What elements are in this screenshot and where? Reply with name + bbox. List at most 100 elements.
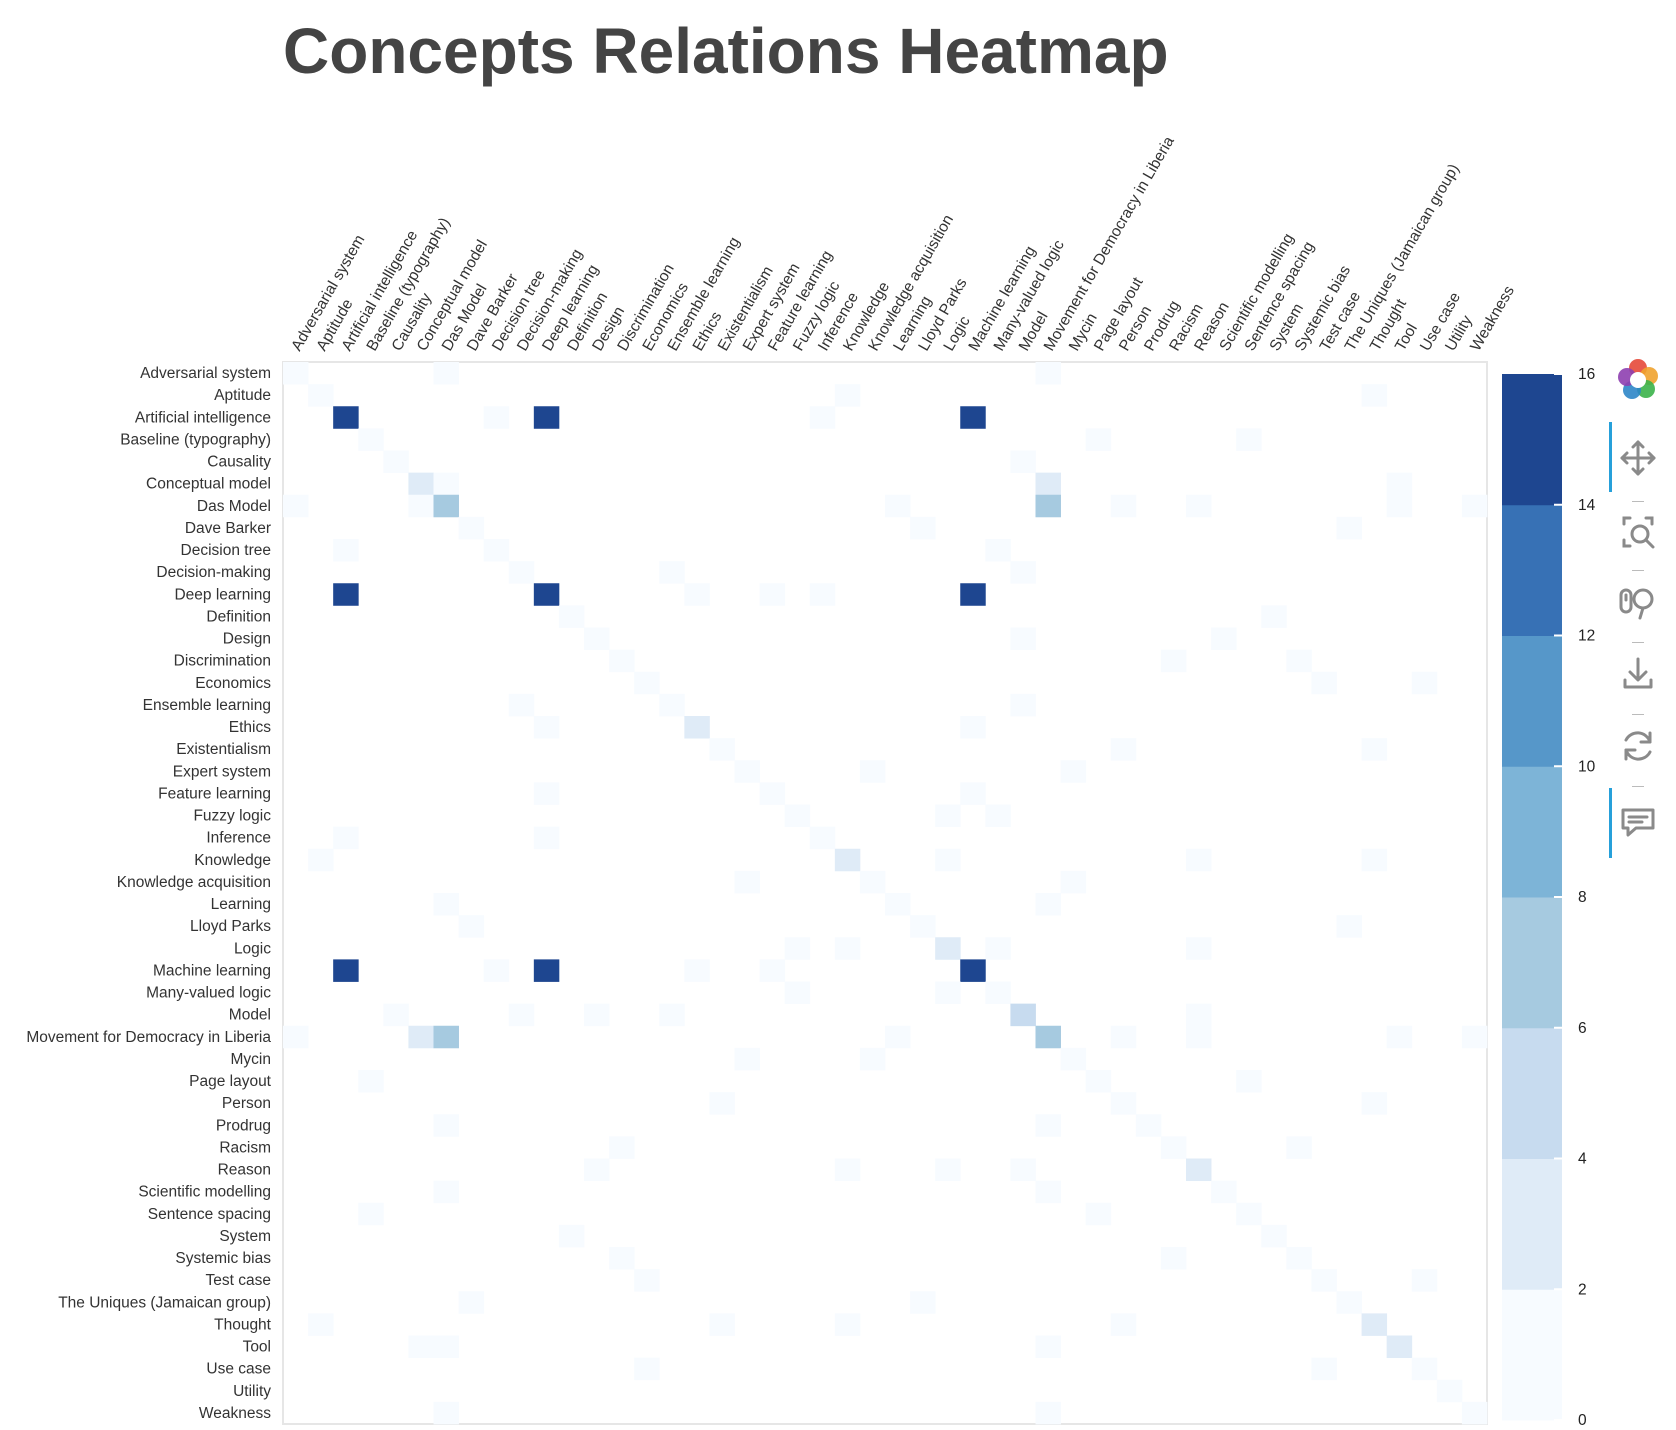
heatmap-cell[interactable] xyxy=(634,671,660,695)
heatmap-cell[interactable] xyxy=(935,937,961,960)
heatmap-cell[interactable] xyxy=(1160,1136,1187,1159)
heatmap-cell[interactable] xyxy=(935,804,961,828)
heatmap-cell[interactable] xyxy=(734,870,760,894)
heatmap-cell[interactable] xyxy=(1361,848,1388,872)
heatmap-cell[interactable] xyxy=(383,1003,409,1027)
heatmap-cell[interactable] xyxy=(1211,627,1237,651)
heatmap-cell[interactable] xyxy=(1010,450,1036,474)
heatmap-cell[interactable] xyxy=(1135,1114,1162,1137)
heatmap-cell[interactable] xyxy=(1035,893,1061,916)
heatmap-cell[interactable] xyxy=(935,981,961,1005)
heatmap-cell[interactable] xyxy=(408,494,434,518)
heatmap-cell[interactable] xyxy=(483,539,510,562)
heatmap-cell[interactable] xyxy=(659,693,685,717)
heatmap-cell[interactable] xyxy=(1110,1313,1137,1336)
reset-icon[interactable] xyxy=(1610,718,1666,774)
heatmap-cell[interactable] xyxy=(609,649,635,673)
heatmap-cell[interactable] xyxy=(734,760,760,783)
heatmap-cell[interactable] xyxy=(1035,1401,1061,1425)
heatmap-cell[interactable] xyxy=(1035,1025,1061,1049)
heatmap-cell[interactable] xyxy=(1336,516,1362,540)
heatmap-cell[interactable] xyxy=(1411,671,1438,695)
heatmap-cell[interactable] xyxy=(308,1313,334,1336)
heatmap-cell[interactable] xyxy=(333,406,359,429)
heatmap-cell[interactable] xyxy=(784,981,811,1005)
heatmap-cell[interactable] xyxy=(1110,1092,1137,1115)
heatmap-cell[interactable] xyxy=(759,583,786,606)
heatmap-cell[interactable] xyxy=(684,583,710,606)
heatmap-cell[interactable] xyxy=(684,716,710,739)
heatmap-cell[interactable] xyxy=(1286,1247,1312,1270)
heatmap-cell[interactable] xyxy=(1010,693,1036,717)
heatmap-cell[interactable] xyxy=(1010,1003,1036,1027)
heatmap-cell[interactable] xyxy=(960,406,986,429)
heatmap-cell[interactable] xyxy=(609,1247,635,1270)
heatmap-cell[interactable] xyxy=(859,760,886,783)
heatmap-cell[interactable] xyxy=(734,1047,760,1071)
heatmap-cell[interactable] xyxy=(659,1003,685,1027)
heatmap-cell[interactable] xyxy=(935,848,961,872)
heatmap-cell[interactable] xyxy=(1411,1357,1438,1381)
heatmap-cell[interactable] xyxy=(1236,1070,1262,1093)
heatmap-cell[interactable] xyxy=(533,782,560,805)
heatmap-cell[interactable] xyxy=(1035,494,1061,518)
heatmap-cell[interactable] xyxy=(784,804,811,828)
heatmap-cell[interactable] xyxy=(283,362,309,385)
heatmap-cell[interactable] xyxy=(333,826,359,850)
heatmap-cell[interactable] xyxy=(1186,848,1212,872)
heatmap-cell[interactable] xyxy=(759,782,786,805)
heatmap-cell[interactable] xyxy=(784,937,811,960)
heatmap-cell[interactable] xyxy=(558,605,585,628)
save-icon[interactable] xyxy=(1610,646,1666,702)
heatmap-cell[interactable] xyxy=(333,583,359,606)
heatmap-cell[interactable] xyxy=(408,1025,434,1049)
heatmap-cell[interactable] xyxy=(308,384,334,407)
heatmap-cell[interactable] xyxy=(1110,1025,1137,1049)
heatmap-cell[interactable] xyxy=(1236,428,1262,451)
heatmap-cell[interactable] xyxy=(1461,1025,1488,1049)
heatmap-cell[interactable] xyxy=(960,716,986,739)
heatmap-cell[interactable] xyxy=(458,1291,485,1314)
heatmap-cell[interactable] xyxy=(508,561,535,584)
heatmap-cell[interactable] xyxy=(1010,627,1036,651)
heatmap-cell[interactable] xyxy=(1461,1401,1488,1425)
heatmap-cell[interactable] xyxy=(759,959,786,982)
heatmap-cell[interactable] xyxy=(985,937,1011,960)
heatmap-cell[interactable] xyxy=(985,981,1011,1005)
heatmap-cell[interactable] xyxy=(1186,1003,1212,1027)
heatmap-cell[interactable] xyxy=(960,782,986,805)
heatmap-cell[interactable] xyxy=(333,959,359,982)
heatmap-cell[interactable] xyxy=(1261,1224,1287,1248)
heatmap-cell[interactable] xyxy=(1261,605,1287,628)
heatmap-cell[interactable] xyxy=(634,1269,660,1292)
heatmap-cell[interactable] xyxy=(358,1070,384,1093)
heatmap-cell[interactable] xyxy=(433,494,459,518)
heatmap-cell[interactable] xyxy=(910,516,936,540)
heatmap-cell[interactable] xyxy=(358,1202,384,1226)
heatmap-cell[interactable] xyxy=(408,1335,434,1359)
heatmap-cell[interactable] xyxy=(1186,1158,1212,1182)
heatmap-cell[interactable] xyxy=(1035,472,1061,496)
heatmap-cell[interactable] xyxy=(1286,649,1312,673)
heatmap-cell[interactable] xyxy=(1060,760,1087,783)
heatmap-cell[interactable] xyxy=(960,583,986,606)
heatmap-cell[interactable] xyxy=(1085,1070,1112,1093)
heatmap-cell[interactable] xyxy=(834,384,861,407)
heatmap-cell[interactable] xyxy=(1211,1180,1237,1204)
heatmap-cell[interactable] xyxy=(283,1025,309,1049)
heatmap-cell[interactable] xyxy=(709,1313,735,1336)
heatmap-cell[interactable] xyxy=(960,959,986,982)
heatmap-cell[interactable] xyxy=(283,494,309,518)
heatmap-cell[interactable] xyxy=(1035,1180,1061,1204)
heatmap-cell[interactable] xyxy=(433,1401,459,1425)
heatmap-cell[interactable] xyxy=(1060,1047,1087,1071)
heatmap-cell[interactable] xyxy=(584,1003,610,1027)
heatmap-cell[interactable] xyxy=(1386,472,1413,496)
heatmap-cell[interactable] xyxy=(458,516,485,540)
heatmap-cell[interactable] xyxy=(433,893,459,916)
heatmap-cell[interactable] xyxy=(1160,649,1187,673)
heatmap-cell[interactable] xyxy=(834,1158,861,1182)
heatmap-cell[interactable] xyxy=(1386,1025,1413,1049)
heatmap-cell[interactable] xyxy=(1436,1379,1463,1403)
heatmap-cell[interactable] xyxy=(533,959,560,982)
